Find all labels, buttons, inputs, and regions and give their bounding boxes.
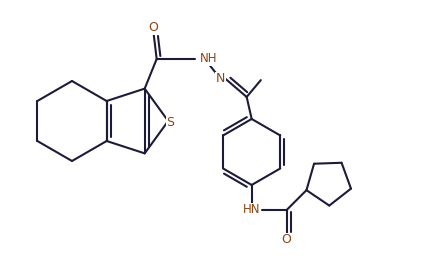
Text: O: O [149, 21, 159, 34]
Text: S: S [166, 116, 174, 128]
Text: HN: HN [243, 204, 260, 217]
Text: N: N [216, 73, 226, 85]
Text: NH: NH [200, 53, 217, 66]
Text: O: O [282, 233, 291, 247]
